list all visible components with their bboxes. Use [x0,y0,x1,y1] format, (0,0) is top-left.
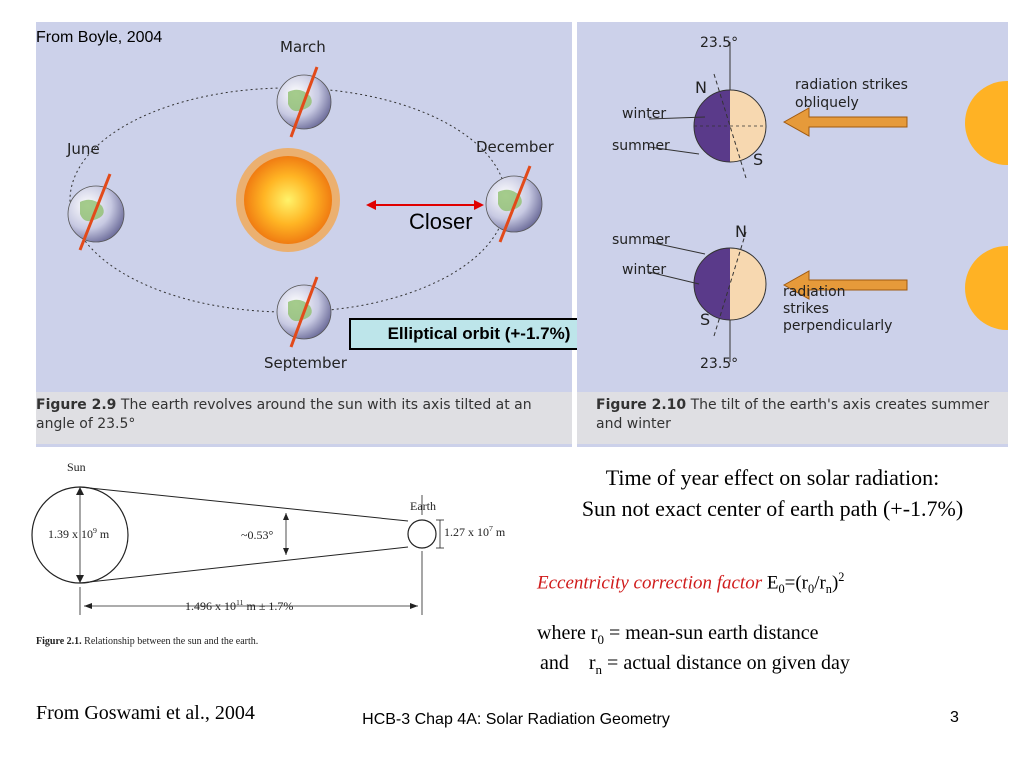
label-march: March [280,38,326,56]
sun-icon [236,148,340,252]
formula-paren: ) [831,572,839,594]
earth-september-icon [276,276,332,348]
footer-title: HCB-3 Chap 4A: Solar Radiation Geometry [362,711,670,728]
formula-rn: /r [814,572,826,594]
north-label-top: N [695,78,707,97]
where-line-2: and rn = actual distance on given day [540,652,850,678]
perpendicular-radiation-arrow-icon [782,270,908,300]
formula-rn-sub: n [825,582,832,597]
oblique-radiation-arrow-icon [782,107,908,137]
sun-top-icon [965,81,1008,165]
eccentricity-label: Eccentricity correction factor [537,572,763,594]
distance-tail: m ± 1.7% [243,599,294,613]
caption-body: Relationship between the sun and the ear… [84,636,259,647]
summer-label-top: summer [612,138,670,154]
label-december: December [476,138,554,156]
perp-line-3: perpendicularly [783,318,893,334]
perp-line-1: radiation [783,284,846,300]
caption-body: The earth revolves around the sun with i… [36,397,532,432]
orbit-diagram [67,66,543,348]
sun-diameter-value: 1.39 x 10 [48,527,93,541]
sun-bottom-icon [965,246,1008,330]
formula-r0: =(r [784,572,809,594]
earth-june-icon [67,173,125,251]
figure-2-9-caption [36,392,572,444]
where-line-1: where r0 = mean-sun earth distance [537,622,819,648]
where1-a: where r [537,622,598,644]
distance-exp: 11 [236,598,244,607]
distance-label: 1.496 x 1011 m ± 1.7% [185,598,293,614]
caption-label: Figure 2.9 [36,397,117,413]
south-label-bottom: S [700,310,711,329]
caption-body: The tilt of the earth's axis creates sum… [596,397,990,432]
earth-diameter-exp: 7 [489,524,493,533]
sun-diameter-unit: m [96,527,110,541]
perp-line-2: strikes [783,301,829,317]
slide-title: Time of year effect on solar radiation: … [505,462,1024,524]
angle-top-label: 23.5° [700,35,739,51]
label-june: June [67,140,100,158]
sun-earth-geometry-diagram [31,486,444,615]
tilt-diagram [648,42,1008,362]
earth-diameter-value: 1.27 x 10 [444,525,489,539]
caption-label: Figure 2.10 [596,397,687,413]
source-label-goswami: From Goswami et al., 2004 [36,702,255,724]
figure-2-10-caption-text: Figure 2.10 The tilt of the earth's axis… [596,396,1008,434]
where1-sub: 0 [597,632,605,647]
where2-a: and r [540,652,596,674]
formula-exp: 2 [838,570,845,584]
figure-2-1-caption: Figure 2.1. Relationship between the sun… [36,636,258,647]
source-label-boyle: From Boyle, 2004 [36,29,163,46]
angle-label: ~0.53° [241,528,274,542]
earth-north-winter-icon [693,42,767,179]
angle-bottom-label: 23.5° [700,356,739,372]
elliptical-orbit-label: Elliptical orbit (+-1.7%) [387,324,571,343]
earth-diameter-unit: m [492,525,506,539]
earth-label: Earth [410,499,436,513]
closer-label: Closer [409,209,473,234]
where2-c: = actual distance on given day [602,652,850,674]
sun-label: Sun [67,460,86,474]
figure-2-10-panel [577,22,1008,447]
sun-diameter-exp: 9 [93,526,97,535]
earth-december-icon [485,165,543,243]
earth-diameter-label: 1.27 x 107 m [444,524,505,540]
oblique-line-2: obliquely [795,95,859,111]
sun-diameter-label: 1.39 x 109 m [48,526,109,542]
formula-e: E [766,572,779,594]
earth-march-icon [276,66,332,138]
elliptical-orbit-box: Elliptical orbit (+-1.7%) [349,318,609,350]
winter-label-top: winter [622,106,667,122]
formula-e-sub: 0 [778,582,785,597]
figure-2-9-caption-text: Figure 2.9 The earth revolves around the… [36,396,568,434]
perpendicular-label: radiation strikes perpendicularly [783,284,892,335]
where1-c: = mean-sun earth distance [604,622,819,644]
winter-label-bottom: winter [622,262,667,278]
page-number: 3 [950,709,959,726]
caption-label: Figure 2.1. [36,636,82,647]
summer-label-bottom: summer [612,232,670,248]
earth-circle [407,519,437,549]
where2-sub: n [595,662,603,677]
oblique-line-1: radiation strikes [795,77,908,93]
north-label-bottom: N [735,222,747,241]
formula-r0-sub: 0 [808,582,815,597]
distance-value: 1.496 x 10 [185,599,236,613]
slide-title-line-2: Sun not exact center of earth path (+-1.… [581,496,964,521]
earth-north-summer-icon [693,231,767,362]
oblique-label: radiation strikes obliquely [795,76,908,112]
eccentricity-line: Eccentricity correction factor E0=(r0/rn… [537,570,844,597]
figure-2-10-caption [577,392,1008,444]
south-label-top: S [753,150,764,169]
label-september: September [264,354,347,372]
slide-title-line-1: Time of year effect on solar radiation: [605,465,940,490]
closer-arrow-icon [366,200,484,210]
